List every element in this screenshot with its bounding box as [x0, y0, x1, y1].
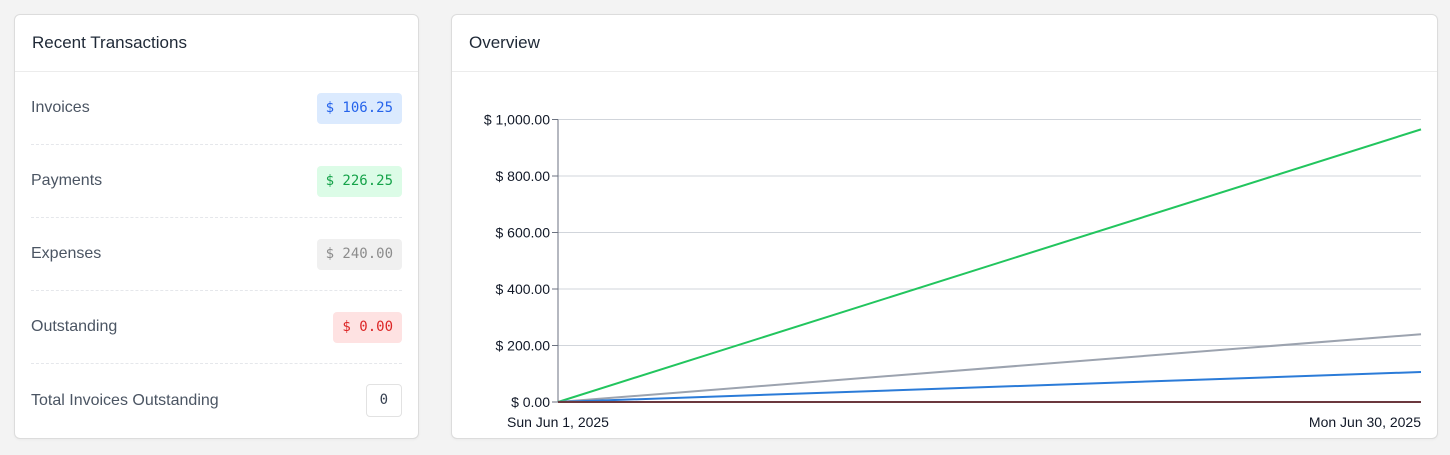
overview-card: Overview $ 0.00 $ 200.00 $ 400.00 $ 600.00 $… — [451, 14, 1438, 439]
overview-title: Overview — [469, 33, 540, 52]
payments-label: Payments — [31, 172, 103, 189]
overview-line-chart: $ 0.00 $ 200.00 $ 400.00 $ 600.00 $ 800.00 $ … — [484, 112, 1422, 430]
transaction-row-expenses: Expenses $ 240.00 — [31, 218, 402, 291]
transaction-row-total-outstanding: Total Invoices Outstanding 0 — [31, 364, 402, 437]
recent-transactions-card: Recent Transactions Invoices $ 106.25 Pa… — [14, 14, 419, 439]
invoices-amount-badge: $ 106.25 — [316, 92, 402, 124]
y-tick-label: $ 800.00 — [496, 168, 551, 184]
x-tick-label: Sun Jun 1, 2025 — [507, 414, 609, 430]
series-line-1 — [557, 333, 1422, 403]
recent-transactions-title: Recent Transactions — [32, 33, 187, 52]
total-invoices-outstanding-label: Total Invoices Outstanding — [31, 391, 219, 409]
series-line-0 — [557, 128, 1422, 403]
transactions-list: Invoices $ 106.25 Payments $ 226.25 Expe… — [15, 72, 418, 437]
x-tick-label: Mon Jun 30, 2025 — [1309, 414, 1421, 430]
expenses-label: Expenses — [31, 245, 102, 262]
y-tick-label: $ 600.00 — [496, 225, 551, 241]
invoices-label: Invoices — [31, 99, 90, 116]
expenses-amount-badge: $ 240.00 — [316, 238, 402, 270]
outstanding-amount-badge: $ 0.00 — [333, 311, 402, 343]
payments-amount-badge: $ 226.25 — [316, 165, 402, 197]
transaction-row-invoices: Invoices $ 106.25 — [31, 72, 402, 145]
overview-header: Overview — [452, 15, 1437, 72]
y-tick-label: $ 0.00 — [511, 394, 550, 410]
total-invoices-outstanding-count: 0 — [365, 384, 402, 417]
outstanding-label: Outstanding — [31, 318, 118, 335]
transaction-row-payments: Payments $ 226.25 — [31, 145, 402, 218]
transaction-row-outstanding: Outstanding $ 0.00 — [31, 291, 402, 364]
y-tick-label: $ 400.00 — [496, 281, 551, 297]
series-line-2 — [557, 370, 1422, 403]
y-tick-label: $ 200.00 — [496, 338, 551, 354]
recent-transactions-header: Recent Transactions — [15, 15, 418, 72]
y-tick-label: $ 1,000.00 — [484, 112, 550, 128]
